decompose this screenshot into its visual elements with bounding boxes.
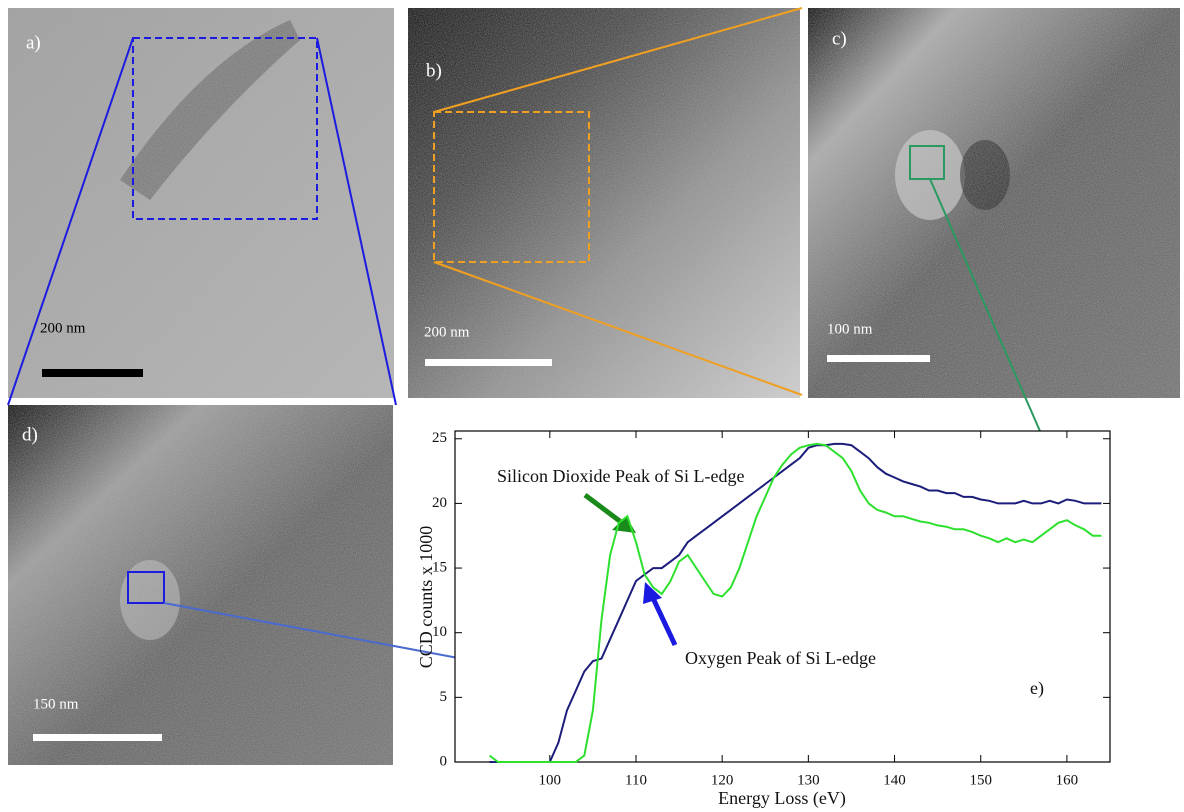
x-tick-label: 140 (883, 772, 906, 788)
panel-c: c) 100 nm (808, 8, 1180, 398)
panel-label: c) (832, 28, 847, 49)
x-tick-label: 130 (797, 772, 820, 788)
panel-label: d) (22, 424, 38, 445)
panel-label: a) (26, 32, 41, 53)
annotation: Oxygen Peak of Si L-edge (685, 648, 876, 668)
scale-bar-label: 150 nm (33, 696, 79, 712)
x-tick-label: 160 (1056, 772, 1079, 788)
panel-label: e) (1030, 678, 1044, 699)
figure: a) 200 nm b) 200 nm c) 100 nm d) 150 nm … (0, 0, 1184, 812)
y-axis-label: CCD counts x 1000 (416, 526, 436, 669)
panel-d: d) 150 nm (8, 405, 393, 765)
y-tick-label: 0 (440, 753, 448, 769)
x-tick-label: 100 (539, 772, 562, 788)
spectrum-chart: Silicon Dioxide Peak of Si L-edge Oxygen… (416, 430, 1110, 809)
panel-a: a) 200 nm (8, 8, 394, 398)
y-tick-label: 15 (432, 559, 447, 575)
x-tick-label: 150 (969, 772, 992, 788)
y-tick-label: 25 (432, 430, 447, 446)
scale-bar-label: 200 nm (424, 324, 470, 340)
x-axis-label: Energy Loss (eV) (718, 788, 846, 809)
y-tick-label: 5 (440, 689, 448, 705)
scale-bar-label: 100 nm (827, 321, 873, 337)
x-tick-label: 120 (711, 772, 734, 788)
x-tick-label: 110 (625, 772, 647, 788)
y-tick-label: 10 (432, 624, 447, 640)
scale-bar-label: 200 nm (40, 320, 86, 336)
y-tick-label: 20 (432, 495, 447, 511)
annotation: Silicon Dioxide Peak of Si L-edge (497, 466, 744, 486)
panel-b: b) 200 nm (408, 8, 800, 398)
panel-label: b) (426, 60, 442, 81)
